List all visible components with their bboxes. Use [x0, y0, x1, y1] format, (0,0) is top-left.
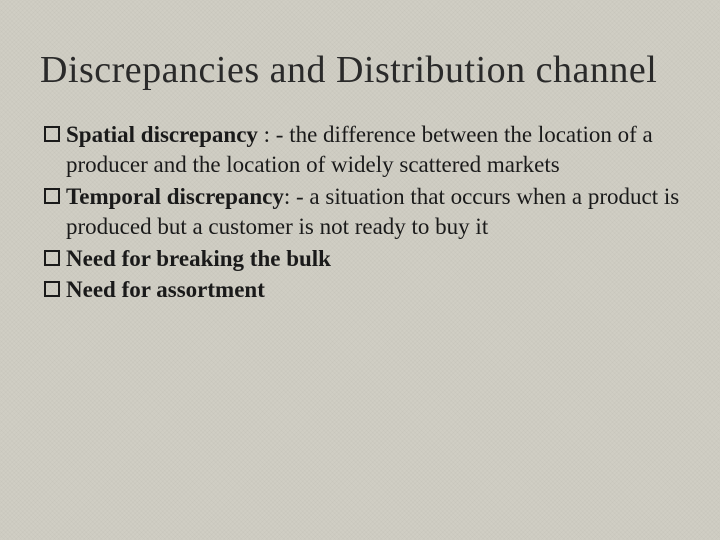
- slide: Discrepancies and Distribution channel S…: [0, 0, 720, 540]
- term: Need for assortment: [66, 277, 265, 302]
- square-bullet-icon: [44, 281, 60, 297]
- bullet-list: Spatial discrepancy : - the difference b…: [40, 120, 680, 305]
- list-item: Need for assortment: [44, 275, 680, 305]
- bullet-text: Need for breaking the bulk: [66, 244, 680, 274]
- slide-title: Discrepancies and Distribution channel: [40, 48, 680, 92]
- term: Temporal discrepancy: [66, 184, 284, 209]
- term: Spatial discrepancy: [66, 122, 258, 147]
- square-bullet-icon: [44, 250, 60, 266]
- bullet-text: Need for assortment: [66, 275, 680, 305]
- bullet-text: Spatial discrepancy : - the difference b…: [66, 120, 680, 180]
- list-item: Need for breaking the bulk: [44, 244, 680, 274]
- square-bullet-icon: [44, 188, 60, 204]
- list-item: Temporal discrepancy: - a situation that…: [44, 182, 680, 242]
- list-item: Spatial discrepancy : - the difference b…: [44, 120, 680, 180]
- bullet-text: Temporal discrepancy: - a situation that…: [66, 182, 680, 242]
- term: Need for breaking the bulk: [66, 246, 331, 271]
- square-bullet-icon: [44, 126, 60, 142]
